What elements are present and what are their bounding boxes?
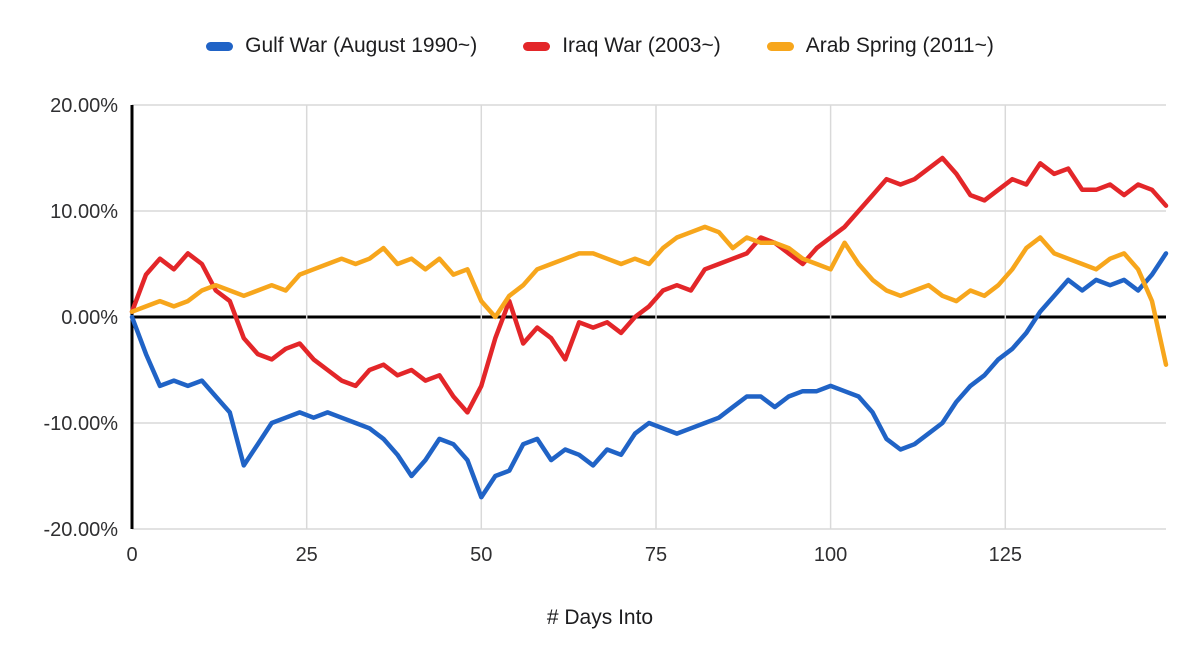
svg-text:25: 25 (296, 544, 318, 566)
chart-area: 20.00% 10.00% 0.00% -10.00% -20.00% 0 25 50 75 10… (0, 85, 1200, 585)
legend-item-gulf-war: Gulf War (August 1990~) (206, 34, 477, 58)
svg-text:50: 50 (470, 544, 492, 566)
svg-text:75: 75 (645, 544, 667, 566)
chart-canvas: 20.00% 10.00% 0.00% -10.00% -20.00% 0 25 50 75 10… (44, 95, 1169, 566)
svg-text:-10.00%: -10.00% (44, 413, 119, 435)
chart-legend: Gulf War (August 1990~) Iraq War (2003~)… (0, 34, 1200, 58)
svg-text:0.00%: 0.00% (61, 307, 118, 329)
legend-swatch-arab-spring (766, 41, 794, 51)
legend-item-arab-spring: Arab Spring (2011~) (766, 34, 994, 58)
x-axis-title: # Days Into (546, 606, 654, 629)
svg-text:10.00%: 10.00% (50, 201, 118, 223)
legend-label-gulf-war: Gulf War (August 1990~) (245, 34, 478, 57)
svg-text:125: 125 (989, 544, 1022, 566)
legend-label-arab-spring: Arab Spring (2011~) (805, 34, 994, 57)
svg-text:-20.00%: -20.00% (44, 519, 119, 541)
legend-swatch-iraq-war (523, 41, 551, 51)
svg-text:100: 100 (814, 544, 847, 566)
legend-label-iraq-war: Iraq War (2003~) (562, 34, 721, 57)
svg-text:20.00%: 20.00% (50, 95, 118, 117)
legend-item-iraq-war: Iraq War (2003~) (523, 34, 721, 58)
svg-text:0: 0 (126, 544, 137, 566)
legend-swatch-gulf-war (206, 41, 234, 51)
